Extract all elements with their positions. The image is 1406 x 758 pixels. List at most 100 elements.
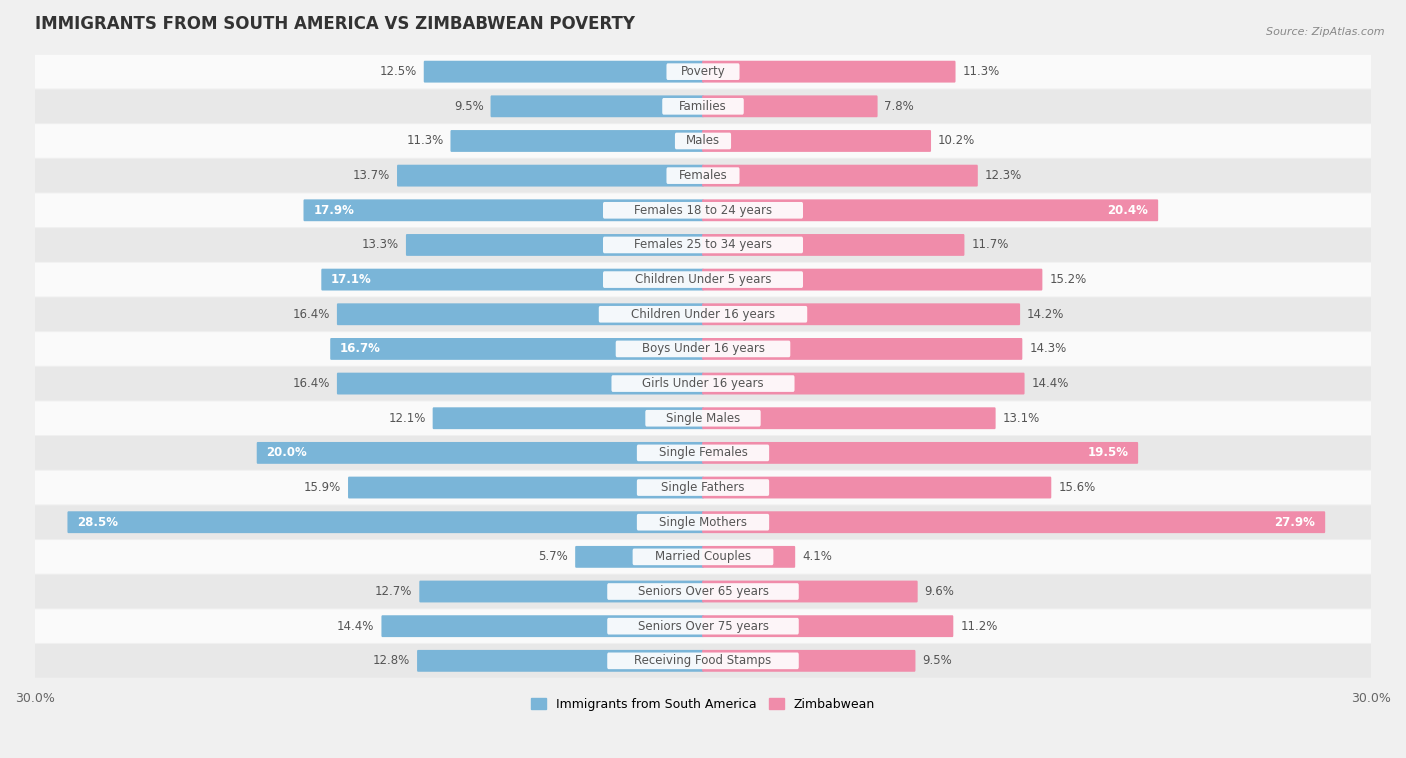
FancyBboxPatch shape [406, 234, 704, 256]
Text: 16.4%: 16.4% [292, 308, 330, 321]
Text: 11.3%: 11.3% [963, 65, 1000, 78]
Text: 15.6%: 15.6% [1059, 481, 1095, 494]
FancyBboxPatch shape [702, 130, 931, 152]
Text: Single Females: Single Females [658, 446, 748, 459]
FancyBboxPatch shape [662, 98, 744, 114]
Text: 7.8%: 7.8% [884, 100, 914, 113]
FancyBboxPatch shape [34, 436, 1372, 470]
Text: 14.3%: 14.3% [1029, 343, 1067, 356]
Text: Females 18 to 24 years: Females 18 to 24 years [634, 204, 772, 217]
FancyBboxPatch shape [257, 442, 704, 464]
Text: 10.2%: 10.2% [938, 134, 976, 148]
Text: 12.5%: 12.5% [380, 65, 416, 78]
Text: 27.9%: 27.9% [1274, 515, 1316, 529]
FancyBboxPatch shape [637, 479, 769, 496]
FancyBboxPatch shape [34, 644, 1372, 678]
FancyBboxPatch shape [34, 506, 1372, 539]
Text: 16.4%: 16.4% [292, 377, 330, 390]
Text: 12.1%: 12.1% [388, 412, 426, 424]
Text: 13.1%: 13.1% [1002, 412, 1040, 424]
FancyBboxPatch shape [702, 96, 877, 117]
Text: 14.4%: 14.4% [337, 620, 374, 633]
FancyBboxPatch shape [381, 615, 704, 637]
Text: 20.0%: 20.0% [267, 446, 308, 459]
Text: 13.7%: 13.7% [353, 169, 389, 182]
FancyBboxPatch shape [34, 575, 1372, 609]
FancyBboxPatch shape [702, 546, 796, 568]
FancyBboxPatch shape [702, 164, 977, 186]
FancyBboxPatch shape [337, 373, 704, 394]
Text: 15.2%: 15.2% [1049, 273, 1087, 286]
FancyBboxPatch shape [34, 124, 1372, 158]
FancyBboxPatch shape [34, 193, 1372, 227]
FancyBboxPatch shape [637, 445, 769, 461]
FancyBboxPatch shape [633, 549, 773, 565]
FancyBboxPatch shape [702, 442, 1137, 464]
FancyBboxPatch shape [675, 133, 731, 149]
FancyBboxPatch shape [666, 168, 740, 184]
FancyBboxPatch shape [607, 653, 799, 669]
Text: 11.7%: 11.7% [972, 239, 1008, 252]
Text: Boys Under 16 years: Boys Under 16 years [641, 343, 765, 356]
FancyBboxPatch shape [612, 375, 794, 392]
Text: Children Under 16 years: Children Under 16 years [631, 308, 775, 321]
FancyBboxPatch shape [603, 271, 803, 288]
FancyBboxPatch shape [702, 581, 918, 603]
Text: Receiving Food Stamps: Receiving Food Stamps [634, 654, 772, 667]
Text: 9.5%: 9.5% [922, 654, 952, 667]
Text: Source: ZipAtlas.com: Source: ZipAtlas.com [1267, 27, 1385, 36]
Text: 11.3%: 11.3% [406, 134, 443, 148]
FancyBboxPatch shape [702, 512, 1326, 533]
Text: 9.5%: 9.5% [454, 100, 484, 113]
FancyBboxPatch shape [34, 367, 1372, 400]
FancyBboxPatch shape [491, 96, 704, 117]
Text: 14.4%: 14.4% [1032, 377, 1069, 390]
FancyBboxPatch shape [34, 402, 1372, 435]
FancyBboxPatch shape [603, 202, 803, 218]
Legend: Immigrants from South America, Zimbabwean: Immigrants from South America, Zimbabwea… [526, 693, 880, 716]
Text: 17.9%: 17.9% [314, 204, 354, 217]
FancyBboxPatch shape [34, 297, 1372, 331]
Text: 12.7%: 12.7% [375, 585, 412, 598]
Text: 12.8%: 12.8% [373, 654, 411, 667]
Text: Girls Under 16 years: Girls Under 16 years [643, 377, 763, 390]
FancyBboxPatch shape [67, 512, 704, 533]
Text: 16.7%: 16.7% [340, 343, 381, 356]
FancyBboxPatch shape [702, 650, 915, 672]
FancyBboxPatch shape [702, 615, 953, 637]
FancyBboxPatch shape [34, 228, 1372, 262]
FancyBboxPatch shape [599, 306, 807, 323]
FancyBboxPatch shape [702, 199, 1159, 221]
Text: IMMIGRANTS FROM SOUTH AMERICA VS ZIMBABWEAN POVERTY: IMMIGRANTS FROM SOUTH AMERICA VS ZIMBABW… [35, 15, 636, 33]
FancyBboxPatch shape [322, 268, 704, 290]
Text: 19.5%: 19.5% [1087, 446, 1129, 459]
FancyBboxPatch shape [34, 159, 1372, 193]
FancyBboxPatch shape [702, 407, 995, 429]
FancyBboxPatch shape [396, 164, 704, 186]
Text: Females: Females [679, 169, 727, 182]
FancyBboxPatch shape [34, 263, 1372, 296]
FancyBboxPatch shape [330, 338, 704, 360]
Text: 13.3%: 13.3% [361, 239, 399, 252]
FancyBboxPatch shape [607, 583, 799, 600]
Text: 11.2%: 11.2% [960, 620, 998, 633]
Text: Females 25 to 34 years: Females 25 to 34 years [634, 239, 772, 252]
Text: Families: Families [679, 100, 727, 113]
FancyBboxPatch shape [349, 477, 704, 499]
FancyBboxPatch shape [423, 61, 704, 83]
FancyBboxPatch shape [666, 64, 740, 80]
FancyBboxPatch shape [34, 609, 1372, 643]
Text: 9.6%: 9.6% [925, 585, 955, 598]
FancyBboxPatch shape [575, 546, 704, 568]
FancyBboxPatch shape [34, 332, 1372, 365]
FancyBboxPatch shape [603, 236, 803, 253]
Text: Poverty: Poverty [681, 65, 725, 78]
Text: 14.2%: 14.2% [1026, 308, 1064, 321]
Text: 15.9%: 15.9% [304, 481, 342, 494]
FancyBboxPatch shape [419, 581, 704, 603]
Text: Seniors Over 75 years: Seniors Over 75 years [637, 620, 769, 633]
FancyBboxPatch shape [418, 650, 704, 672]
FancyBboxPatch shape [702, 234, 965, 256]
FancyBboxPatch shape [637, 514, 769, 531]
Text: Single Mothers: Single Mothers [659, 515, 747, 529]
